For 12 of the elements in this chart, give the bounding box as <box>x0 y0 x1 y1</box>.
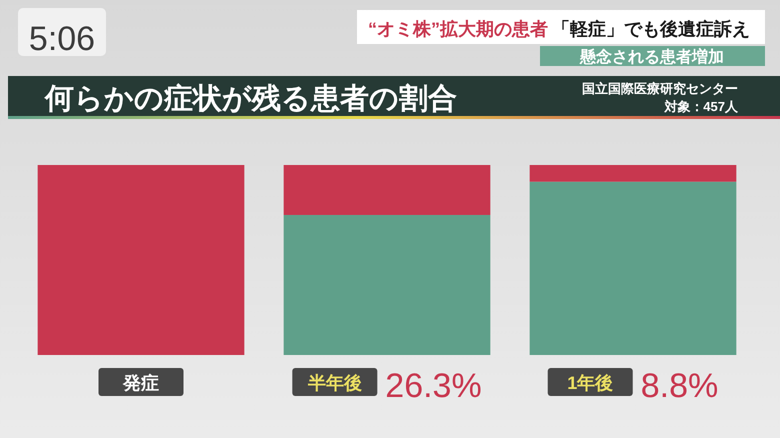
data-label: 26.3% <box>385 367 482 405</box>
text: 懸念される患者増加 <box>579 47 724 66</box>
data-label: 8.8% <box>640 367 718 405</box>
text: 「軽症」でも後遺症訴え <box>552 19 750 39</box>
x-tick-label: 半年後 <box>306 373 362 393</box>
text: 対象：457人 <box>663 99 739 114</box>
x-tick-label: 1年後 <box>567 373 614 393</box>
text: 5:06 <box>28 20 96 58</box>
text: “オミ株”拡大期の患者 <box>368 19 548 39</box>
text: 国立国際医療研究センター <box>582 81 738 96</box>
chart-title: 何らかの症状が残る患者の割合 <box>44 83 457 115</box>
x-tick-label: 発症 <box>122 373 159 393</box>
